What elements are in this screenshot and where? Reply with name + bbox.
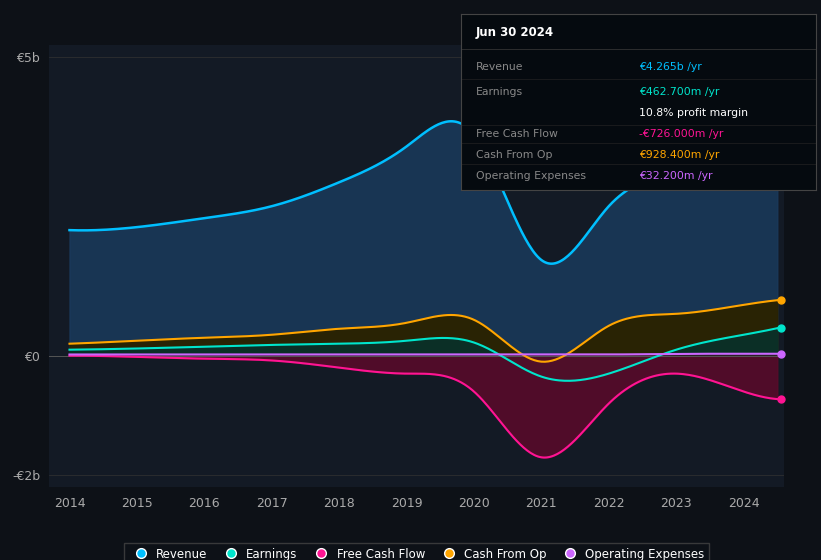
Legend: Revenue, Earnings, Free Cash Flow, Cash From Op, Operating Expenses: Revenue, Earnings, Free Cash Flow, Cash … — [124, 543, 709, 560]
Text: €4.265b /yr: €4.265b /yr — [639, 62, 701, 72]
Text: €928.400m /yr: €928.400m /yr — [639, 150, 719, 160]
Text: -€726.000m /yr: -€726.000m /yr — [639, 129, 723, 139]
Text: 10.8% profit margin: 10.8% profit margin — [639, 108, 748, 118]
Text: €462.700m /yr: €462.700m /yr — [639, 87, 719, 97]
Text: Earnings: Earnings — [475, 87, 523, 97]
Text: Free Cash Flow: Free Cash Flow — [475, 129, 557, 139]
Text: Cash From Op: Cash From Op — [475, 150, 552, 160]
Text: Operating Expenses: Operating Expenses — [475, 171, 585, 181]
Text: €32.200m /yr: €32.200m /yr — [639, 171, 713, 181]
Text: Revenue: Revenue — [475, 62, 523, 72]
Text: Jun 30 2024: Jun 30 2024 — [475, 26, 553, 39]
